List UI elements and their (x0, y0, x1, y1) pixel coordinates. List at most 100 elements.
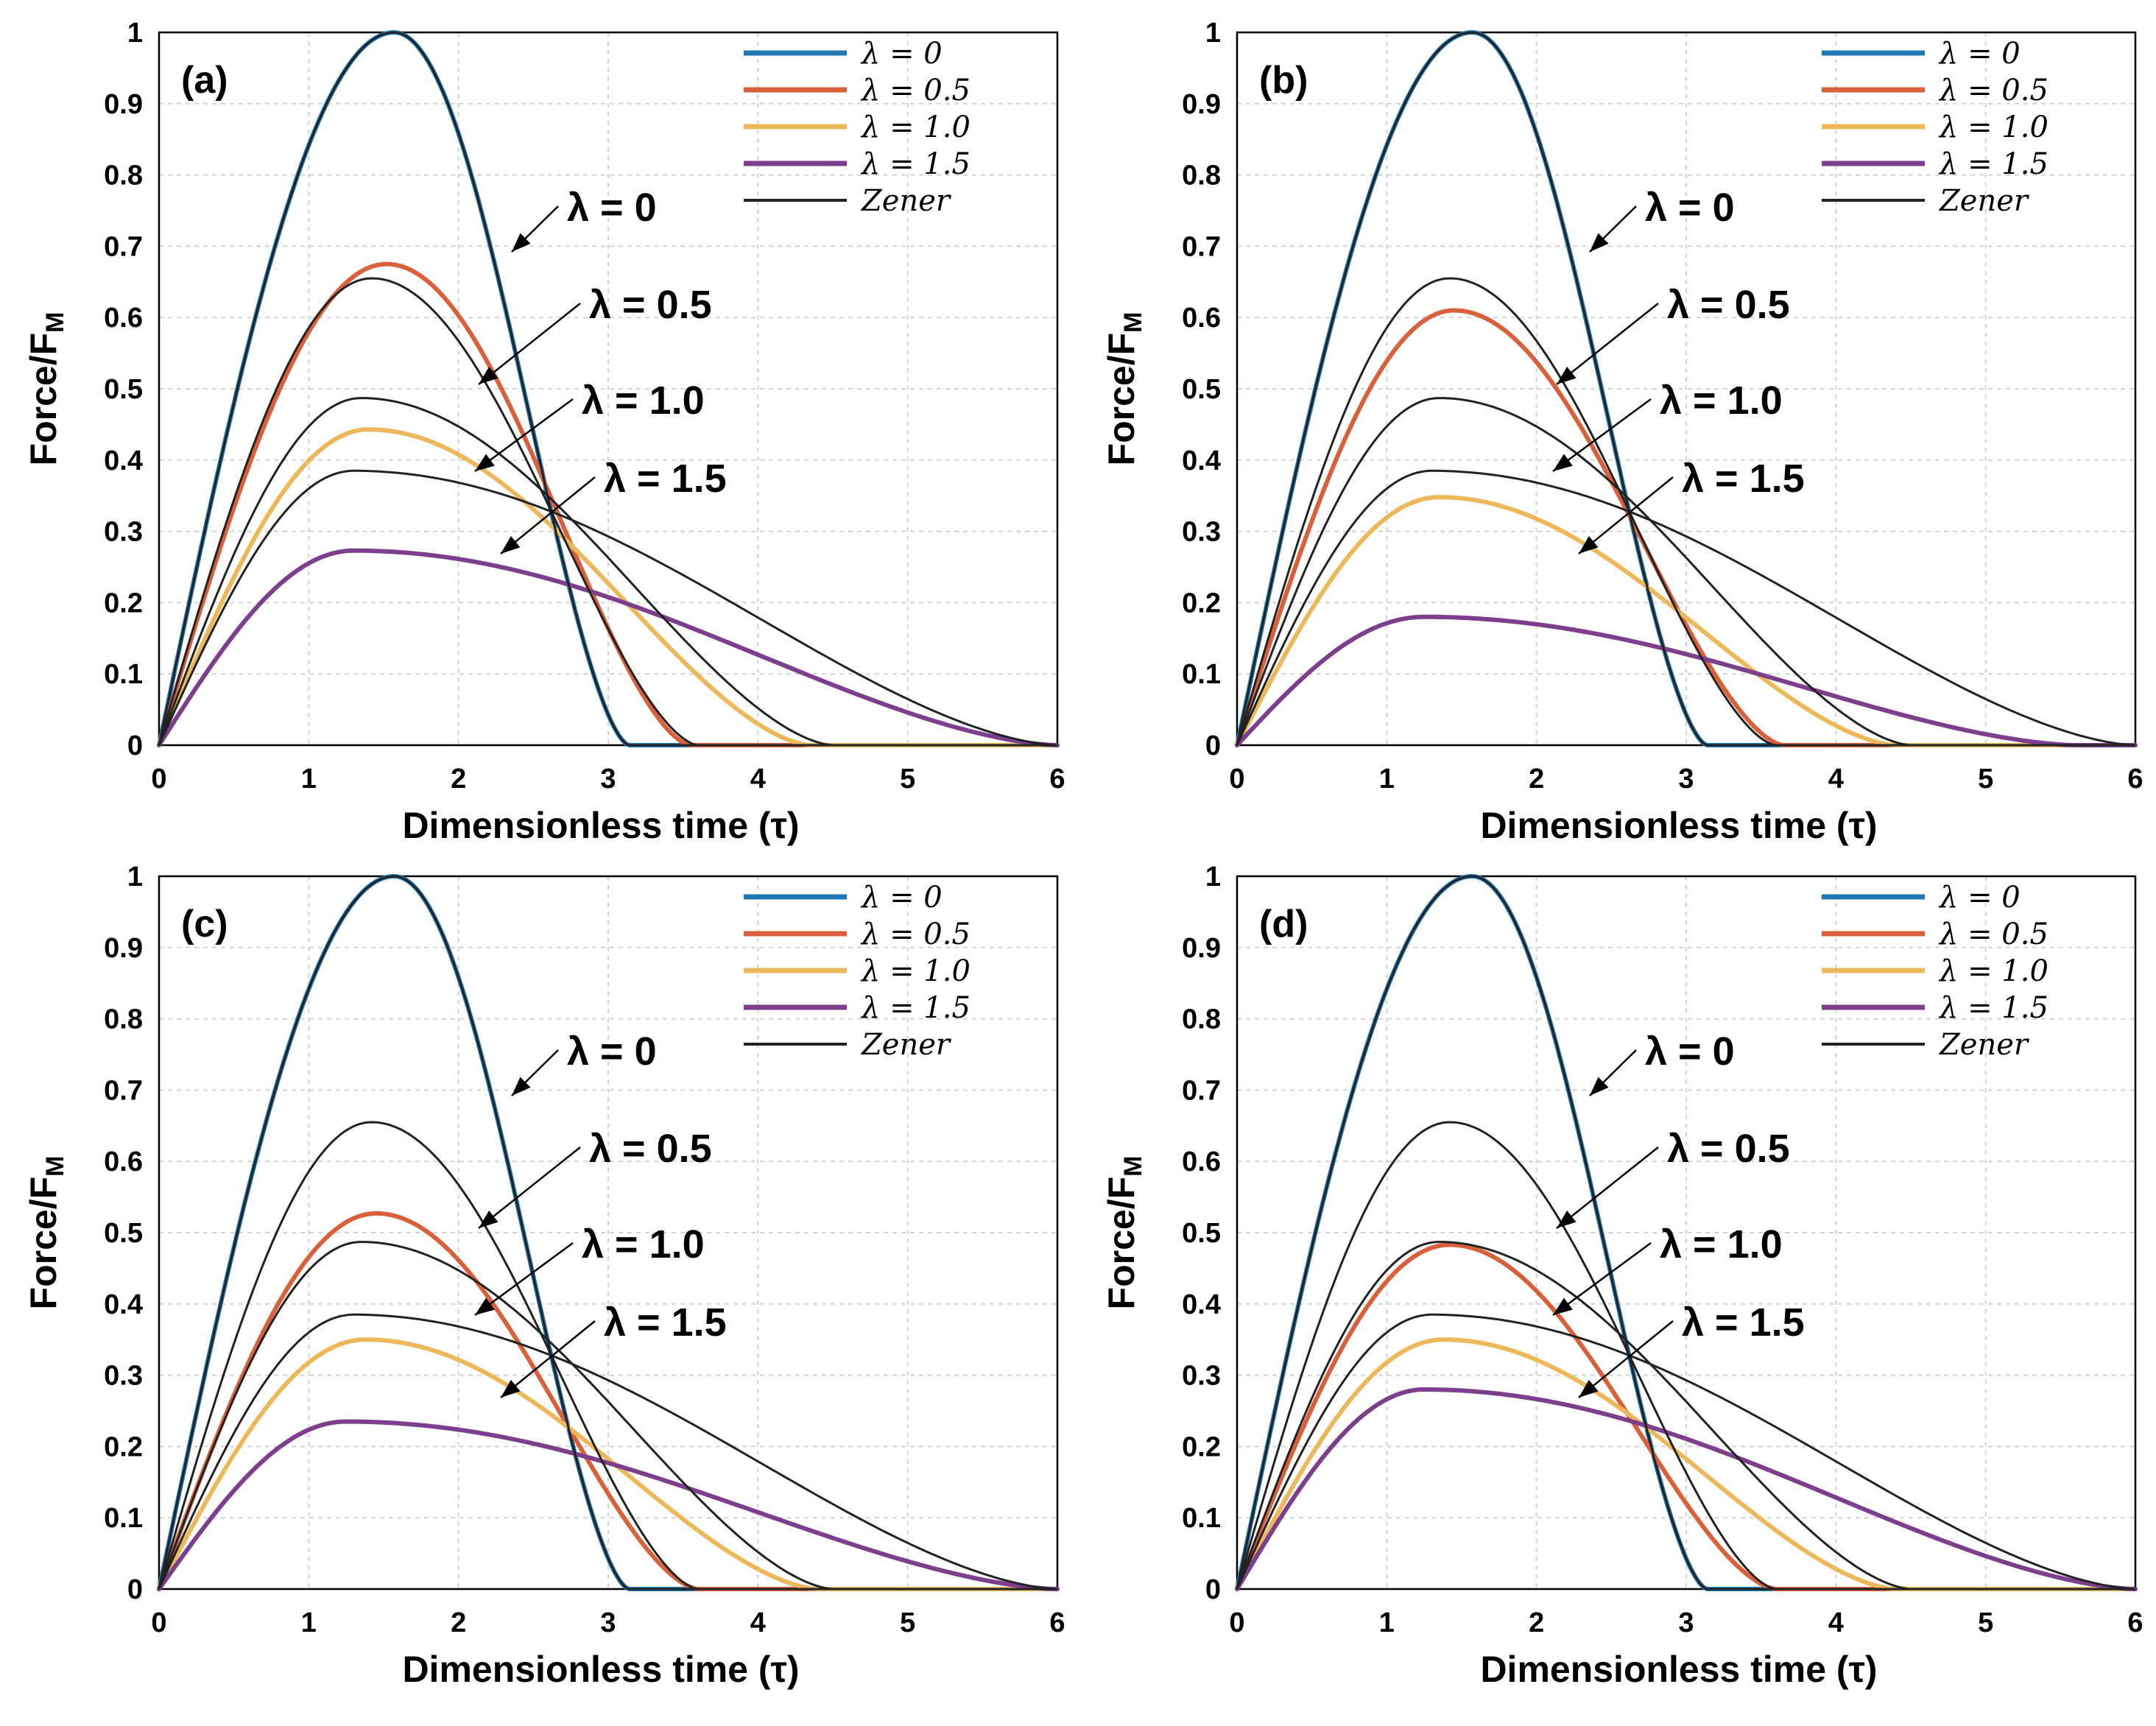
plot-frame (1236, 875, 2137, 1591)
legend-label: λ = 1.0 (1938, 954, 2048, 988)
y-tick-label: 0.4 (1182, 445, 1221, 476)
chart-svg: 0 0.1 0.2 0.3 0.4 0.5 0.6 0.7 0.8 0.9 1 0 1 2 3 4 5 6 Dime… (1101, 862, 2143, 1690)
legend-label: λ = 1.5 (1938, 147, 2048, 181)
annotation-arrow-head (1590, 1077, 1609, 1096)
annotation-arrow-line (474, 398, 574, 473)
legend-label: Zener (860, 1028, 952, 1062)
y-tick-label: 0.8 (104, 1004, 143, 1035)
x-tick-label: 4 (1828, 764, 1844, 795)
y-tick-label: 0.9 (1182, 89, 1221, 120)
annotation-arrow-head (1553, 454, 1573, 471)
x-tick-label: 2 (451, 1607, 466, 1638)
panel-label: (b) (1259, 59, 1308, 102)
y-tick-label: 0 (127, 1574, 143, 1605)
x-axis-label: Dimensionless time (τ) (402, 1649, 799, 1690)
annotation-3: λ = 1.5 (1578, 457, 1805, 554)
annotation-label: λ = 0.5 (589, 283, 712, 327)
annotation-2: λ = 1.0 (474, 1222, 705, 1317)
annotation-2: λ = 1.0 (1552, 1222, 1783, 1317)
x-tick-label: 1 (301, 1607, 317, 1638)
chart-svg: 0 0.1 0.2 0.3 0.4 0.5 0.6 0.7 0.8 0.9 1 0 1 2 3 4 5 6 Dime… (1101, 18, 2143, 846)
annotation-arrow-head (1579, 1379, 1599, 1398)
x-tick-label: 5 (1978, 764, 1993, 795)
zener-line-0 (158, 31, 1057, 747)
y-axis-label-subscript: M (41, 312, 69, 333)
y-tick-label: 0.3 (104, 517, 143, 548)
annotation-arrow-line (1578, 1320, 1674, 1398)
series-line-lambda_1-5 (157, 548, 1060, 747)
annotation-0: λ = 0 (1589, 186, 1735, 253)
annotation-arrow-head (1579, 535, 1599, 554)
legend-label: λ = 0 (1938, 37, 2021, 71)
x-tick-label: 2 (451, 764, 466, 795)
zener-line-0 (1236, 875, 2135, 1591)
legend-label: λ = 0.5 (1938, 917, 2048, 951)
y-tick-label: 0.7 (104, 231, 143, 262)
annotation-arrow-line (1556, 1146, 1659, 1229)
x-axis-label: Dimensionless time (τ) (402, 805, 799, 846)
y-tick-label: 0.5 (1182, 374, 1221, 405)
x-tick-label: 4 (750, 1607, 766, 1638)
y-tick-label: 1 (127, 862, 143, 892)
legend-label: λ = 1.5 (860, 147, 970, 181)
annotation-label: λ = 1.0 (1660, 1222, 1783, 1267)
legend-label: λ = 0.5 (860, 74, 970, 108)
grid (159, 876, 1057, 1589)
y-tick-label: 0.1 (1182, 1503, 1221, 1534)
x-tick-label: 5 (900, 1607, 915, 1638)
y-tick-label: 0.1 (1182, 659, 1221, 690)
legend-label: Zener (1938, 1028, 2030, 1062)
x-tick-label: 5 (900, 764, 915, 795)
y-tick-label: 0.4 (104, 445, 143, 476)
annotation-1: λ = 0.5 (1556, 283, 1790, 385)
y-tick-label: 0 (1205, 730, 1221, 761)
x-tick-label: 6 (1049, 1607, 1065, 1638)
grid (159, 32, 1057, 745)
x-tick-label: 5 (1978, 1607, 1993, 1638)
annotation-1: λ = 0.5 (478, 1127, 712, 1229)
chart-panel-d: 0 0.1 0.2 0.3 0.4 0.5 0.6 0.7 0.8 0.9 1 0 1 2 3 4 5 6 Dime… (1078, 844, 2156, 1707)
x-tick-label: 4 (1828, 1607, 1844, 1638)
y-tick-label: 0.9 (1182, 933, 1221, 964)
y-tick-label: 0.5 (104, 374, 143, 405)
annotation-arrow-head (501, 1379, 521, 1398)
annotation-label: λ = 1.0 (582, 1222, 705, 1267)
annotation-3: λ = 1.5 (500, 1300, 727, 1398)
zener-line-3 (1236, 469, 2136, 747)
legend-label: λ = 0.5 (1938, 74, 2048, 108)
y-tick-label: 0.6 (104, 1146, 143, 1177)
zener-line-3 (1236, 1313, 2136, 1591)
y-tick-label: 1 (127, 18, 143, 49)
zener-line-2 (1236, 1241, 2135, 1591)
y-axis-label: Force/FM (1101, 1156, 1147, 1310)
legend-label: λ = 1.5 (1938, 991, 2048, 1025)
y-tick-label: 0.3 (1182, 1361, 1221, 1392)
zener-line-1 (158, 277, 1057, 747)
annotation-2: λ = 1.0 (1552, 378, 1783, 473)
annotation-1: λ = 0.5 (1556, 1127, 1790, 1229)
annotation-arrow-head (1590, 233, 1609, 252)
annotation-arrow-head (512, 233, 531, 252)
y-tick-label: 0.6 (1182, 303, 1221, 334)
chart-panel-a: 0 0.1 0.2 0.3 0.4 0.5 0.6 0.7 0.8 0.9 1 0 1 2 3 4 5 6 Dime… (0, 0, 1078, 863)
y-tick-label: 0.6 (104, 303, 143, 334)
annotation-label: λ = 0.5 (1667, 283, 1790, 327)
y-tick-label: 0.9 (104, 933, 143, 964)
y-tick-label: 0.2 (1182, 588, 1221, 619)
annotation-arrow-head (501, 535, 521, 554)
annotation-0: λ = 0 (1589, 1029, 1735, 1096)
annotation-arrow-head (475, 1297, 495, 1315)
panel-label: (c) (181, 903, 228, 945)
y-tick-label: 0.2 (1182, 1431, 1221, 1462)
y-tick-label: 0.7 (1182, 231, 1221, 262)
series-line-lambda_0-5 (1235, 1242, 2138, 1591)
annotation-arrow-head (1557, 366, 1577, 384)
series-line-lambda_1-5 (1235, 614, 2138, 747)
y-tick-label: 0.5 (104, 1218, 143, 1249)
x-tick-label: 1 (301, 764, 317, 795)
annotation-label: λ = 1.5 (604, 1300, 727, 1345)
legend-label: λ = 0 (860, 37, 943, 71)
